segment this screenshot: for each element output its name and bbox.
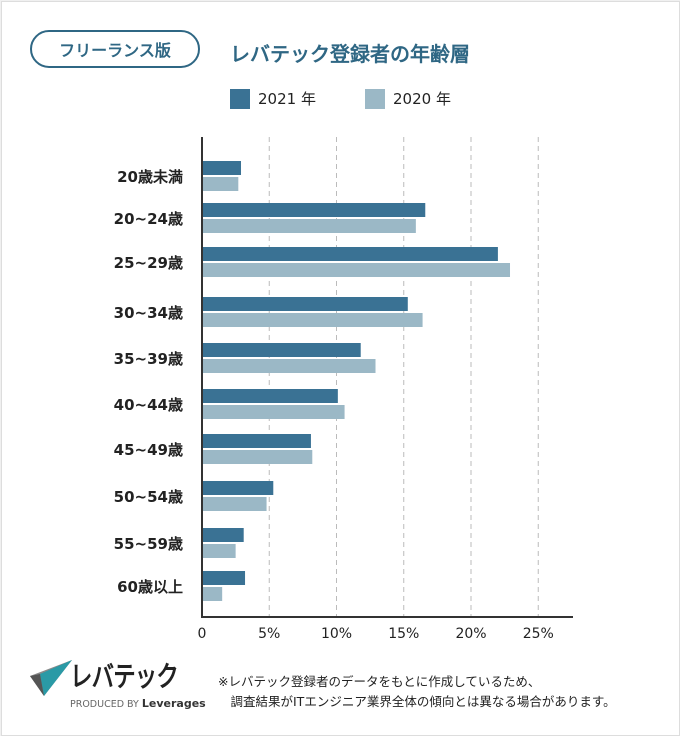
x-tick-label: 15% (388, 626, 419, 642)
edition-badge: フリーランス版 (30, 30, 200, 68)
category-label: 30~34歳 (114, 304, 183, 322)
bar-2021 (202, 389, 338, 403)
logo-wordmark: レバテック (70, 660, 179, 693)
x-tick-label: 10% (321, 626, 352, 642)
bar-2020 (202, 587, 223, 601)
bar-2020 (202, 219, 416, 233)
bar-2021 (202, 343, 361, 357)
leverages-logo-icon (30, 660, 72, 696)
bar-2020 (202, 313, 423, 327)
footnote: ※レバテック登録者のデータをもとに作成しているため、 調査結果がITエンジニア業… (218, 674, 616, 709)
bar-2020 (202, 497, 267, 511)
legend-swatch (230, 88, 250, 109)
brand-name: Leverages (141, 697, 206, 710)
bar-2021 (202, 247, 498, 261)
bar-2020 (202, 263, 511, 277)
produced-by-label: PRODUCED BY (70, 699, 139, 710)
bar-2021 (202, 161, 242, 175)
category-label: 35~39歳 (114, 350, 183, 368)
legend-item-2021: 2021 年 (230, 88, 316, 109)
bar-2020 (202, 450, 313, 464)
category-label: 45~49歳 (114, 441, 183, 459)
x-tick-label: 25% (523, 626, 554, 642)
category-label: 55~59歳 (114, 535, 183, 553)
category-label: 20歳未満 (117, 168, 183, 186)
legend-item-2020: 2020 年 (365, 88, 451, 109)
category-label: 60歳以上 (117, 578, 183, 596)
bar-2021 (202, 203, 426, 217)
category-label: 50~54歳 (114, 488, 183, 506)
category-label: 20~24歳 (114, 210, 183, 228)
bar-2021 (202, 434, 311, 448)
bar-2021 (202, 528, 244, 542)
legend-swatch (365, 88, 385, 109)
legend-label: 2021 年 (258, 90, 316, 108)
bar-2020 (202, 359, 376, 373)
legend-label: 2020 年 (393, 90, 451, 108)
bar-2021 (202, 297, 408, 311)
bar-2021 (202, 571, 246, 585)
category-label: 25~29歳 (114, 254, 183, 272)
bar-2021 (202, 481, 274, 495)
x-tick-label: 0 (198, 626, 207, 642)
produced-by: PRODUCED BY Leverages (70, 697, 206, 710)
bar-2020 (202, 544, 236, 558)
x-tick-label: 5% (258, 626, 280, 642)
category-label: 40~44歳 (114, 396, 183, 414)
x-tick-label: 20% (455, 626, 486, 642)
bar-2020 (202, 405, 345, 419)
chart-title: レバテック登録者の年齢層 (230, 42, 470, 66)
bar-2020 (202, 177, 239, 191)
